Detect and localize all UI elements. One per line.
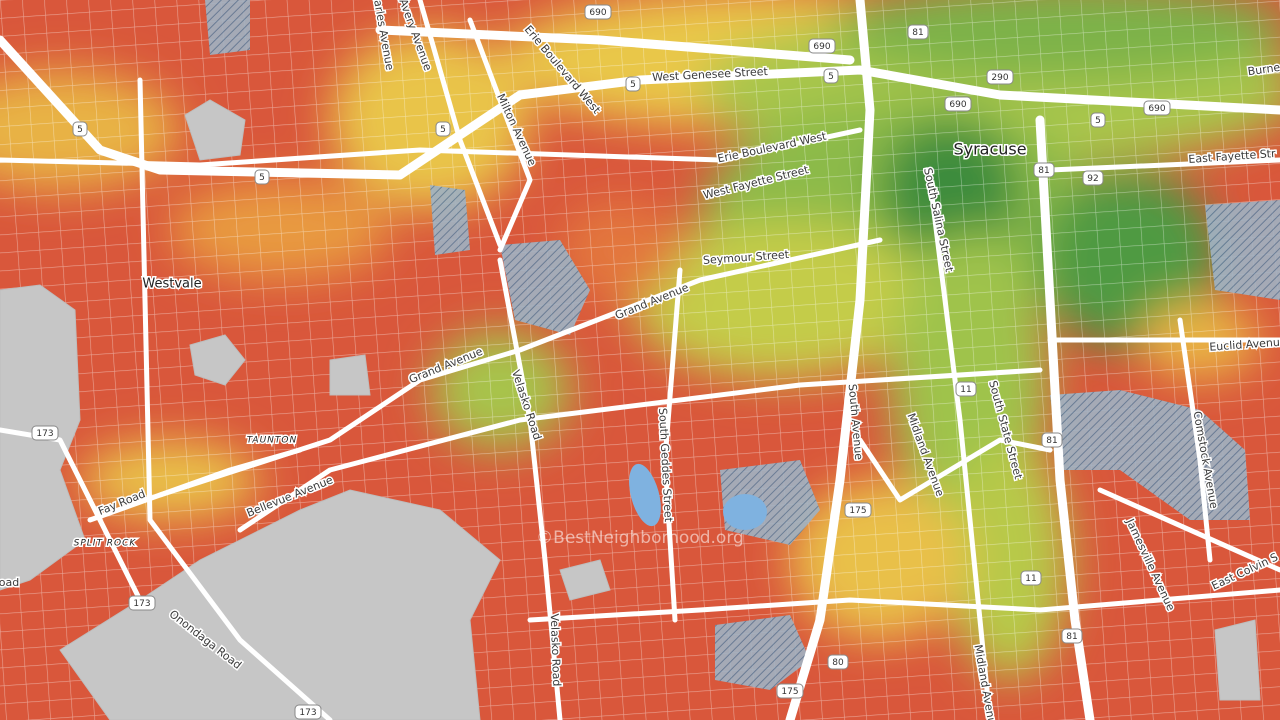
place-labels: Syracuse Westvale TAUNTON SPLIT ROCK bbox=[72, 138, 1028, 550]
place-label: SPLIT ROCK bbox=[74, 539, 137, 549]
shield-badge bbox=[808, 38, 836, 54]
shield-badge bbox=[625, 76, 641, 92]
route-shield: 173 bbox=[294, 704, 322, 720]
place-label: Syracuse bbox=[953, 140, 1026, 159]
street-label: Velasko Road bbox=[548, 613, 564, 686]
shield-number: 81 bbox=[1066, 632, 1077, 642]
shield-badge bbox=[31, 425, 59, 441]
shield-badge bbox=[1143, 100, 1171, 116]
shield-number: 173 bbox=[36, 429, 53, 439]
shield-badge bbox=[1020, 570, 1042, 586]
shield-badge bbox=[254, 169, 270, 185]
shield-badge bbox=[294, 704, 322, 720]
route-shield: 5 bbox=[72, 121, 88, 137]
route-shield: 5 bbox=[1090, 112, 1106, 128]
shield-badge bbox=[776, 683, 804, 699]
shield-badge bbox=[907, 24, 929, 40]
route-shield: 5 bbox=[625, 76, 641, 92]
shield-number: 5 bbox=[440, 125, 446, 135]
shield-badge bbox=[1041, 432, 1063, 448]
route-shield: 81 bbox=[907, 24, 929, 40]
shield-badge bbox=[844, 502, 872, 518]
route-shield: 5 bbox=[823, 68, 839, 84]
route-shield: 92 bbox=[1082, 170, 1104, 186]
route-shield: 81 bbox=[1033, 162, 1055, 178]
shield-badge bbox=[955, 381, 977, 397]
route-shield: 173 bbox=[31, 425, 59, 441]
shield-badge bbox=[1090, 112, 1106, 128]
route-shield: 5 bbox=[254, 169, 270, 185]
shield-number: 92 bbox=[1087, 174, 1098, 184]
shield-badge bbox=[435, 121, 451, 137]
route-shield: 80 bbox=[827, 654, 849, 670]
shield-number: 81 bbox=[1038, 166, 1049, 176]
shield-badge bbox=[1082, 170, 1104, 186]
shield-badge bbox=[823, 68, 839, 84]
route-shield: 11 bbox=[1020, 570, 1042, 586]
shield-number: 11 bbox=[1025, 574, 1036, 584]
route-shield: 690 bbox=[584, 4, 612, 20]
shield-number: 81 bbox=[1046, 436, 1057, 446]
route-shield: 81 bbox=[1061, 628, 1083, 644]
route-shield: 175 bbox=[844, 502, 872, 518]
shield-badge bbox=[1033, 162, 1055, 178]
route-shields: 690 690 690 690 5 5 5 5 5 5 81 81 81 81 290 92 173 173 173… bbox=[31, 4, 1171, 720]
shield-badge bbox=[72, 121, 88, 137]
shield-number: 690 bbox=[949, 100, 966, 110]
shield-badge bbox=[584, 4, 612, 20]
shield-badge bbox=[944, 96, 972, 112]
shield-number: 5 bbox=[1095, 116, 1101, 126]
shield-number: 11 bbox=[960, 385, 971, 395]
shield-number: 5 bbox=[630, 80, 636, 90]
shield-number: 173 bbox=[299, 708, 316, 718]
shield-badge bbox=[827, 654, 849, 670]
shield-badge bbox=[1061, 628, 1083, 644]
place-label: Westvale bbox=[142, 277, 201, 292]
shield-number: 175 bbox=[781, 687, 798, 697]
shield-number: 690 bbox=[1148, 104, 1165, 114]
shield-number: 5 bbox=[259, 173, 265, 183]
shield-number: 175 bbox=[849, 506, 866, 516]
shield-number: 690 bbox=[813, 42, 830, 52]
shield-number: 5 bbox=[77, 125, 83, 135]
street-label: Burne bbox=[1247, 61, 1280, 78]
route-shield: 173 bbox=[128, 595, 156, 611]
watermark: ©BestNeighborhood.org bbox=[536, 528, 744, 548]
shield-number: 80 bbox=[832, 658, 844, 668]
route-shield: 690 bbox=[944, 96, 972, 112]
shield-number: 690 bbox=[589, 8, 606, 18]
street-label: oad bbox=[0, 576, 19, 589]
place-label: TAUNTON bbox=[247, 436, 297, 446]
route-shield: 690 bbox=[1143, 100, 1171, 116]
shield-number: 290 bbox=[991, 73, 1008, 83]
shield-number: 5 bbox=[828, 72, 834, 82]
shield-badge bbox=[128, 595, 156, 611]
shield-badge bbox=[986, 69, 1014, 85]
route-shield: 11 bbox=[955, 381, 977, 397]
route-shield: 81 bbox=[1041, 432, 1063, 448]
shield-number: 81 bbox=[912, 28, 923, 38]
route-shield: 5 bbox=[435, 121, 451, 137]
route-shield: 690 bbox=[808, 38, 836, 54]
street-label: Euclid Avenue bbox=[1209, 335, 1280, 353]
route-shield: 290 bbox=[986, 69, 1014, 85]
shield-number: 173 bbox=[133, 599, 150, 609]
route-shield: 175 bbox=[776, 683, 804, 699]
